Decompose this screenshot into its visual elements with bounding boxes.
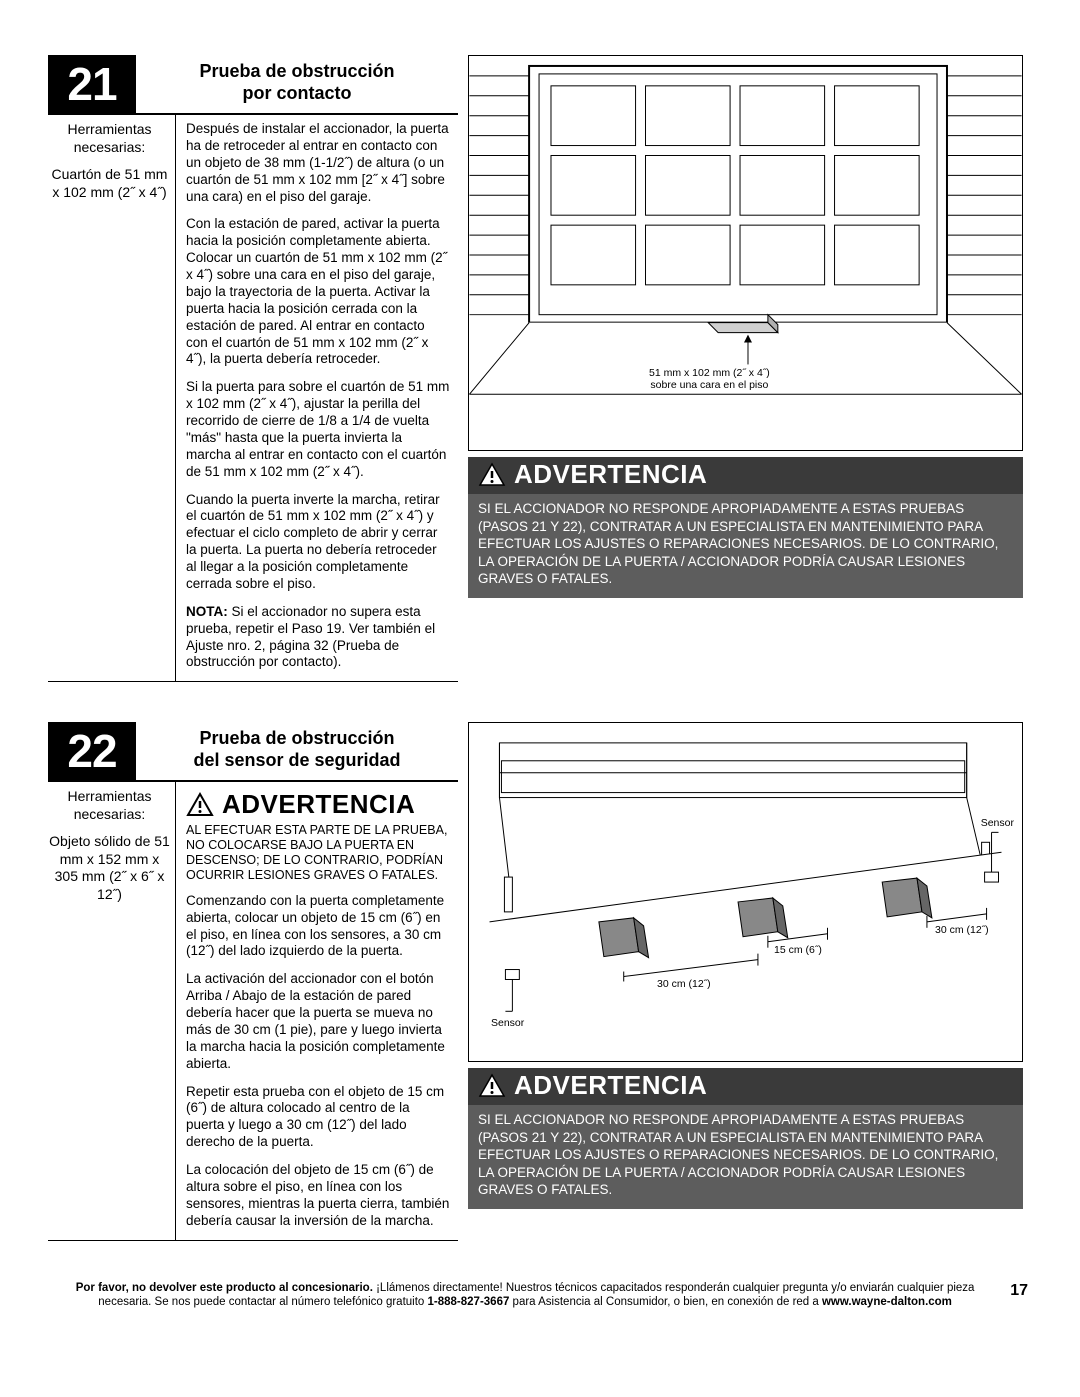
page-footer: Por favor, no devolver este producto al …: [48, 1281, 1032, 1311]
step21-title-line2: por contacto: [242, 83, 351, 103]
step-22: 22 Prueba de obstrucción del sensor de s…: [48, 722, 1032, 1240]
illus22-sensor-l: Sensor: [491, 1018, 524, 1030]
step22-left: 22 Prueba de obstrucción del sensor de s…: [48, 722, 458, 1240]
tools-hdr1: Herramientas: [67, 788, 151, 804]
step21-instructions: Después de instalar el accionador, la pu…: [176, 115, 458, 681]
footer-text: Por favor, no devolver este producto al …: [52, 1281, 998, 1311]
step21-title: Prueba de obstrucción por contacto: [136, 55, 458, 113]
p3: Repetir esta prueba con el objeto de 15 …: [186, 1084, 450, 1152]
warn-title: ADVERTENCIA: [514, 459, 707, 490]
warning-header: ADVERTENCIA: [468, 1068, 1023, 1105]
step21-title-line1: Prueba de obstrucción: [199, 61, 394, 81]
warning-icon: [186, 792, 214, 817]
p4: Cuando la puerta inverte la marcha, reti…: [186, 492, 450, 593]
step21-header: 21 Prueba de obstrucción por contacto: [48, 55, 458, 115]
step21-number: 21: [48, 55, 136, 113]
warning-text: SI EL ACCIONADOR NO RESPONDE APROPIADAME…: [468, 1105, 1023, 1209]
step22-tools: Herramientas necesarias: Objeto sólido d…: [48, 782, 176, 1239]
step21-left: 21 Prueba de obstrucción por contacto He…: [48, 55, 458, 682]
step22-body: Herramientas necesarias: Objeto sólido d…: [48, 782, 458, 1240]
warning-header: ADVERTENCIA: [468, 457, 1023, 494]
tools-item: Cuartón de 51 mm x 102 mm (2˝ x 4˝): [48, 166, 171, 201]
step-21: 21 Prueba de obstrucción por contacto He…: [48, 55, 1032, 682]
footer-phone: 1-888-827-3667: [428, 1296, 510, 1308]
illus21-label2: sobre una cara en el piso: [650, 379, 768, 391]
tools-item: Objeto sólido de 51 mm x 152 mm x 305 mm…: [48, 833, 171, 903]
step22-instructions: ADVERTENCIA AL EFECTUAR ESTA PARTE DE LA…: [176, 782, 458, 1239]
page-number: 17: [1010, 1281, 1028, 1302]
step22-right: Sensor Sensor 15 cm (6˝) 30 cm (12˝) 30 …: [468, 722, 1023, 1240]
inline-warning-header: ADVERTENCIA: [186, 788, 450, 823]
step21-right: 51 mm x 102 mm (2˝ x 4˝) sobre una cara …: [468, 55, 1023, 682]
illus22-30cm-2: 30 cm (12˝): [935, 925, 989, 937]
illus22-sensor-r: Sensor: [981, 818, 1014, 830]
step22-header: 22 Prueba de obstrucción del sensor de s…: [48, 722, 458, 782]
tools-hdr2: necesarias:: [74, 806, 146, 822]
step21-body: Herramientas necesarias: Cuartón de 51 m…: [48, 115, 458, 682]
illus22-15cm: 15 cm (6˝): [774, 945, 822, 957]
step21-warning: ADVERTENCIA SI EL ACCIONADOR NO RESPONDE…: [468, 457, 1023, 598]
step22-warning: ADVERTENCIA SI EL ACCIONADOR NO RESPONDE…: [468, 1068, 1023, 1209]
step22-title-line2: del sensor de seguridad: [193, 750, 400, 770]
step21-tools: Herramientas necesarias: Cuartón de 51 m…: [48, 115, 176, 681]
warn-title: ADVERTENCIA: [514, 1070, 707, 1101]
p2: Con la estación de pared, activar la pue…: [186, 216, 450, 368]
step22-number: 22: [48, 722, 136, 780]
step21-illustration: 51 mm x 102 mm (2˝ x 4˝) sobre una cara …: [468, 55, 1023, 451]
inline-warn-title: ADVERTENCIA: [222, 788, 415, 821]
footer-url: www.wayne-dalton.com: [822, 1296, 952, 1308]
footer-bold: Por favor, no devolver este producto al …: [76, 1282, 373, 1294]
illus22-30cm-1: 30 cm (12˝): [657, 979, 711, 991]
tools-hdr1: Herramientas: [67, 121, 151, 137]
step22-title: Prueba de obstrucción del sensor de segu…: [136, 722, 458, 780]
warning-text: SI EL ACCIONADOR NO RESPONDE APROPIADAME…: [468, 494, 1023, 598]
footer-rest2: para Asistencia al Consumidor, o bien, e…: [509, 1296, 822, 1308]
p1: Comenzando con la puerta completamente a…: [186, 893, 450, 961]
p5-label: NOTA:: [186, 604, 228, 619]
p2: La activación del accionador con el botó…: [186, 971, 450, 1072]
inline-warning: ADVERTENCIA AL EFECTUAR ESTA PARTE DE LA…: [186, 788, 450, 883]
warning-icon: [478, 462, 506, 487]
p3: Si la puerta para sobre el cuartón de 51…: [186, 379, 450, 480]
inline-warn-text: AL EFECTUAR ESTA PARTE DE LA PRUEBA, NO …: [186, 823, 450, 883]
p5: NOTA: Si el accionador no supera esta pr…: [186, 604, 450, 672]
p4: La colocación del objeto de 15 cm (6˝) d…: [186, 1162, 450, 1230]
p1: Después de instalar el accionador, la pu…: [186, 121, 450, 205]
warning-icon: [478, 1073, 506, 1098]
tools-hdr2: necesarias:: [74, 139, 146, 155]
step22-illustration: Sensor Sensor 15 cm (6˝) 30 cm (12˝) 30 …: [468, 722, 1023, 1062]
step22-title-line1: Prueba de obstrucción: [199, 728, 394, 748]
illus21-label1: 51 mm x 102 mm (2˝ x 4˝): [649, 367, 770, 379]
